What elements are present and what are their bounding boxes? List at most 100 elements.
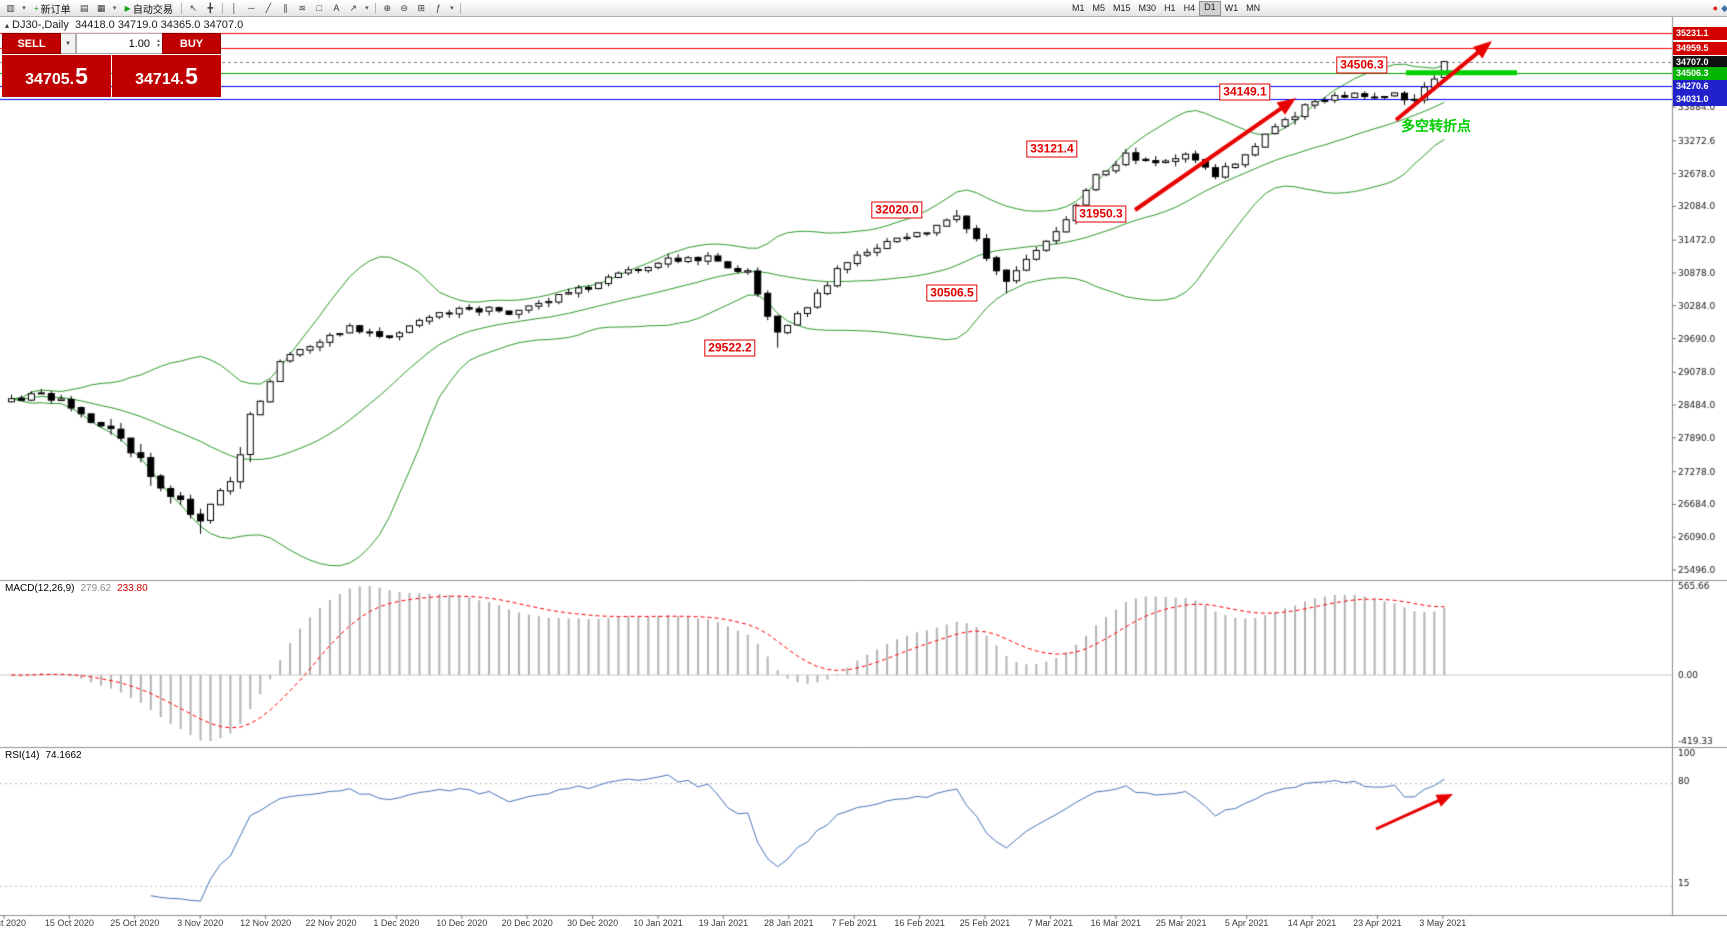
date-label: 12 Nov 2020 bbox=[240, 918, 292, 928]
timeframe-mn[interactable]: MN bbox=[1246, 2, 1261, 13]
volume-spinner[interactable]: ▲ ▼ bbox=[156, 34, 161, 53]
new-order-button-label: 新订单 bbox=[40, 4, 71, 16]
zoom-in-icon[interactable]: ⊕ bbox=[383, 2, 392, 13]
autotrade-button[interactable]: ▶ 自动交易 bbox=[121, 1, 177, 16]
axis-price-tag[interactable]: 34959.5 bbox=[1673, 41, 1727, 55]
chart-list-caret-icon[interactable]: ▾ bbox=[22, 5, 26, 12]
sell-price-pip: 5 bbox=[75, 63, 88, 89]
shapes-icon[interactable]: □ bbox=[316, 3, 323, 13]
date-label: 20 Dec 2020 bbox=[501, 918, 553, 928]
buy-price-pip: 5 bbox=[185, 63, 198, 89]
price-annotation[interactable]: 29522.2 bbox=[704, 339, 756, 357]
fibonacci-icon[interactable]: ≋ bbox=[298, 2, 307, 13]
price-annotation[interactable]: 31950.3 bbox=[1075, 205, 1127, 223]
indicators-caret-icon[interactable]: ▾ bbox=[450, 5, 454, 12]
zoom-out-icon[interactable]: ⊖ bbox=[400, 2, 409, 13]
volume-input[interactable] bbox=[77, 34, 162, 54]
chart-symbol-period: DJ30-,Daily bbox=[12, 19, 69, 31]
objects-caret-icon[interactable]: ▾ bbox=[365, 5, 369, 12]
new-order-button[interactable]: + 新订单 bbox=[30, 1, 75, 16]
chart-symbol-icon: ▴ bbox=[5, 21, 10, 30]
timeframe-m15[interactable]: M15 bbox=[1113, 2, 1131, 13]
date-label: 22 Nov 2020 bbox=[305, 918, 357, 928]
horizontal-line-icon[interactable]: ─ bbox=[248, 3, 255, 13]
axis-price-tag[interactable]: 34506.3 bbox=[1673, 66, 1727, 80]
toolbar-separator bbox=[459, 2, 461, 14]
timeframe-m5[interactable]: M5 bbox=[1092, 2, 1106, 13]
timeframe-h4[interactable]: H4 bbox=[1183, 2, 1196, 13]
buy-price-main: 34714. bbox=[135, 71, 185, 88]
turning-point-note[interactable]: 多空转折点 bbox=[1401, 118, 1471, 134]
community-icon[interactable]: ◆ bbox=[1721, 2, 1727, 13]
macd-main-value: 279.62 bbox=[80, 583, 112, 594]
price-annotation[interactable]: 33121.4 bbox=[1026, 140, 1078, 158]
timeframe-h1[interactable]: H1 bbox=[1164, 2, 1176, 13]
price-annotation[interactable]: 30506.5 bbox=[926, 284, 978, 302]
tile-windows-icon[interactable]: ⊞ bbox=[417, 2, 426, 13]
sell-price-main: 34705. bbox=[25, 71, 75, 88]
toolbar-right-icons: ● ◆ bbox=[1713, 1, 1727, 15]
date-label: 23 Apr 2021 bbox=[1353, 918, 1402, 928]
spinner-up-icon[interactable]: ▲ bbox=[156, 37, 161, 44]
price-annotation[interactable]: 34506.3 bbox=[1336, 56, 1388, 74]
price-annotation[interactable]: 32020.0 bbox=[871, 201, 923, 219]
macd-indicator-label: MACD(12,26,9) 279.62 233.80 bbox=[5, 583, 148, 594]
axis-price-tag[interactable]: 34270.6 bbox=[1673, 79, 1727, 93]
volume-dropdown-caret-icon[interactable]: ▼ bbox=[61, 33, 76, 54]
spinner-down-icon[interactable]: ▼ bbox=[156, 42, 161, 49]
timeframe-d1[interactable]: D1 bbox=[1199, 0, 1221, 16]
navigator-caret-icon[interactable]: ▾ bbox=[112, 5, 117, 12]
date-label: 28 Jan 2021 bbox=[764, 918, 814, 928]
sell-button[interactable]: SELL bbox=[2, 33, 61, 54]
axis-price-tag[interactable]: 34031.0 bbox=[1673, 92, 1727, 106]
date-label: 5 Apr 2021 bbox=[1224, 918, 1269, 928]
sell-price-button[interactable]: 34705. 5 bbox=[2, 55, 111, 97]
date-label: 10 Dec 2020 bbox=[436, 918, 488, 928]
axis-price-tag[interactable]: 34707.0 bbox=[1673, 55, 1727, 69]
candlestick-chart-icon[interactable]: ▥ bbox=[6, 2, 15, 13]
autotrade-play-icon: ▶ bbox=[124, 3, 131, 13]
timeframe-w1[interactable]: W1 bbox=[1224, 2, 1239, 13]
alert-red-dot-icon[interactable]: ● bbox=[1712, 3, 1719, 13]
equidistant-channel-icon[interactable]: ∥ bbox=[283, 2, 288, 13]
buy-button[interactable]: BUY bbox=[162, 33, 221, 54]
vertical-line-icon[interactable]: │ bbox=[231, 3, 238, 13]
rsi-indicator-label: RSI(14) 74.1662 bbox=[5, 750, 82, 761]
time-axis[interactable]: 8 Oct 2020 15 Oct 2020 25 Oct 2020 3 Nov 20… bbox=[0, 916, 1671, 934]
market-watch-icon[interactable]: ▤ bbox=[79, 2, 89, 13]
date-label: 25 Mar 2021 bbox=[1155, 918, 1207, 928]
rsi-name: RSI(14) bbox=[5, 750, 40, 761]
timeframe-m30[interactable]: M30 bbox=[1138, 2, 1157, 13]
date-label: 16 Feb 2021 bbox=[894, 918, 945, 928]
date-label: 14 Apr 2021 bbox=[1287, 918, 1337, 928]
new-order-plus-icon: + bbox=[34, 3, 39, 13]
date-label: 10 Jan 2021 bbox=[633, 918, 683, 928]
main-toolbar: ▥ ▾ + 新订单 ▤ ▦ ▾ ▶ 自动交易 ↖ ╋ │ ─ ╱ ∥ ≋ □ A ↗ ▾ ⊕ ⊖ ⊞ ƒ ▾ M1 M5 M15 M30… bbox=[0, 0, 1727, 17]
date-label: 7 Mar 2021 bbox=[1027, 918, 1074, 928]
price-annotation[interactable]: 34149.1 bbox=[1219, 83, 1271, 101]
axis-price-tag[interactable]: 35231.1 bbox=[1673, 26, 1727, 40]
date-label: 3 May 2021 bbox=[1419, 918, 1467, 928]
date-label: 25 Feb 2021 bbox=[959, 918, 1011, 928]
buy-price-button[interactable]: 34714. 5 bbox=[112, 55, 221, 97]
date-label: 25 Oct 2020 bbox=[110, 918, 160, 928]
volume-field: ▲▼ bbox=[76, 33, 162, 54]
arrow-objects-icon[interactable]: ↗ bbox=[349, 2, 358, 13]
rsi-value: 74.1662 bbox=[45, 750, 82, 761]
date-label: 7 Feb 2021 bbox=[831, 918, 877, 928]
crosshair-icon[interactable]: ╋ bbox=[207, 2, 214, 13]
date-label: 16 Mar 2021 bbox=[1090, 918, 1142, 928]
timeframe-m1[interactable]: M1 bbox=[1072, 2, 1085, 13]
timeframe-selector: M1 M5 M15 M30 H1 H4 D1 W1 MN bbox=[1068, 0, 1264, 16]
text-label-icon[interactable]: A bbox=[333, 3, 340, 13]
date-label: 15 Oct 2020 bbox=[44, 918, 94, 928]
trendline-icon[interactable]: ╱ bbox=[265, 2, 272, 13]
cursor-icon[interactable]: ↖ bbox=[189, 2, 198, 13]
autotrade-button-label: 自动交易 bbox=[132, 4, 173, 16]
data-window-icon[interactable]: ▦ bbox=[96, 2, 106, 13]
indicators-icon[interactable]: ƒ bbox=[435, 3, 441, 13]
toolbar-separator bbox=[221, 2, 223, 14]
